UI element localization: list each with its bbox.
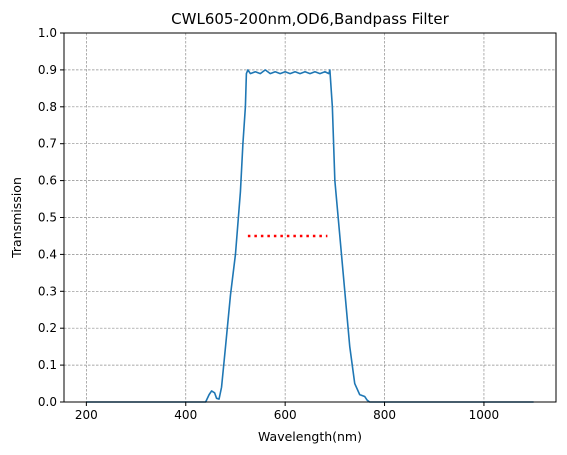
x-tick-label: 1000 [469,408,500,422]
y-tick-label: 0.4 [38,247,57,261]
x-tick-label: 200 [75,408,98,422]
x-axis-title: Wavelength(nm) [258,429,362,444]
ticks: 200 400 600 800 1000 0.0 0.1 0.2 0.3 0.4 0.5 0.6 0.7… [38,26,499,422]
y-tick-label: 0.1 [38,358,57,372]
x-tick-label: 600 [274,408,297,422]
transmission-curve [86,69,534,403]
y-tick-label: 0.7 [38,137,57,151]
y-tick-label: 0.6 [38,174,57,188]
x-tick-label: 800 [373,408,396,422]
series-layer [86,69,534,403]
y-axis-title: Transmission [9,177,24,259]
x-tick-label: 400 [174,408,197,422]
y-tick-label: 0.8 [38,100,57,114]
y-tick-label: 0.2 [38,321,57,335]
y-tick-label: 0.5 [38,211,57,225]
chart-title: CWL605-200nm,OD6,Bandpass Filter [171,10,449,28]
y-tick-label: 0.3 [38,284,57,298]
y-tick-label: 0.9 [38,63,57,77]
y-tick-label: 0.0 [38,395,57,409]
y-tick-label: 1.0 [38,26,57,40]
